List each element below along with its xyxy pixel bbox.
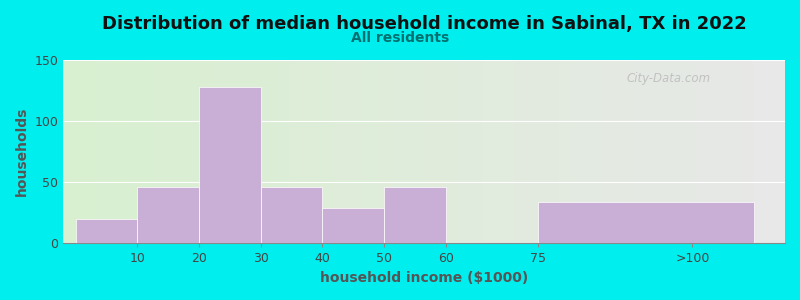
Y-axis label: households: households [15,107,29,196]
Bar [199,86,261,243]
Bar [76,219,138,243]
Title: Distribution of median household income in Sabinal, TX in 2022: Distribution of median household income … [102,15,746,33]
Bar [322,208,384,243]
Bar [384,187,446,243]
Bar [538,202,754,243]
Text: All residents: All residents [351,32,449,46]
Bar [138,187,199,243]
Text: City-Data.com: City-Data.com [626,72,710,86]
X-axis label: household income ($1000): household income ($1000) [320,271,528,285]
Bar [261,187,322,243]
